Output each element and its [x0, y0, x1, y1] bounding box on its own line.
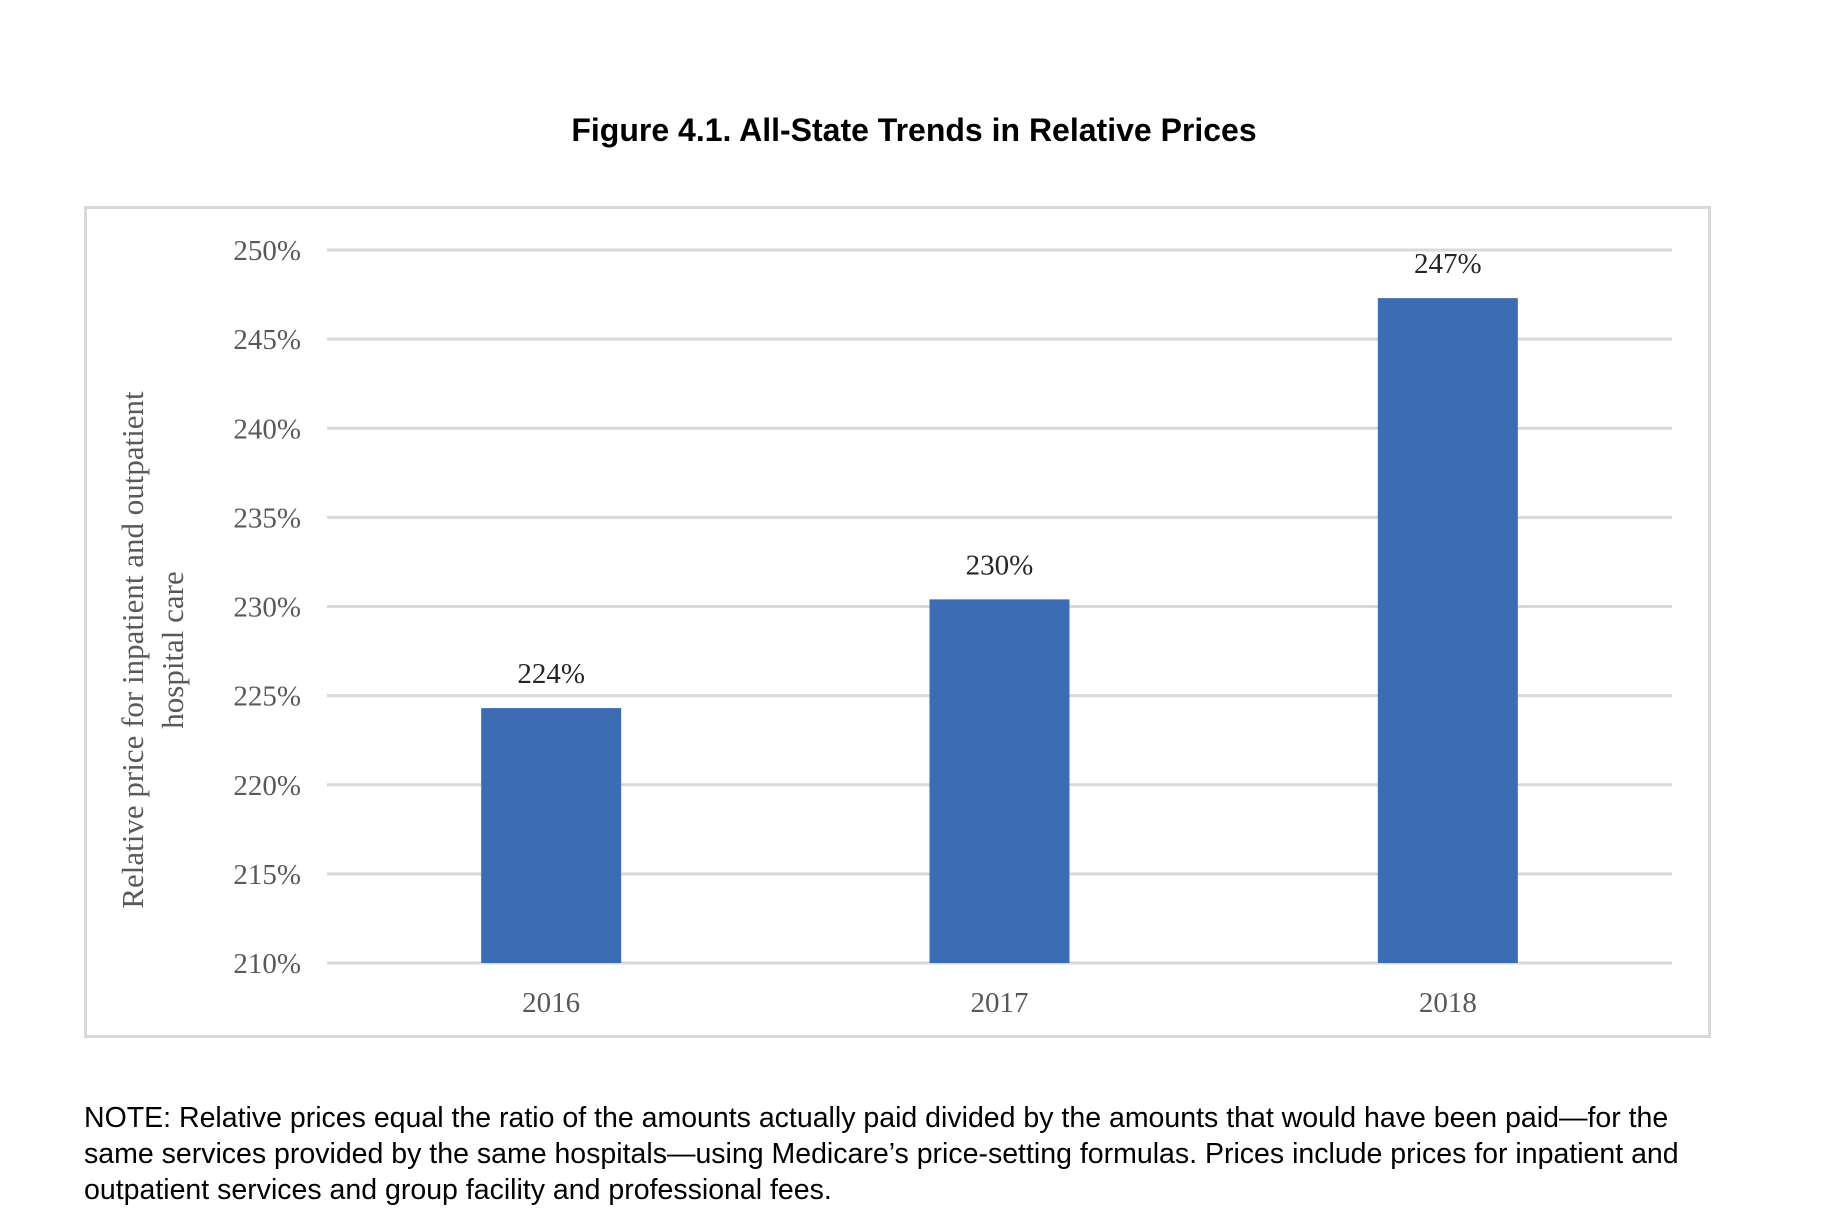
data-label: 224% [517, 658, 585, 690]
bar-2016 [481, 708, 622, 963]
y-tick-label: 225% [233, 681, 301, 713]
y-axis-title: Relative price for inpatient and outpati… [115, 391, 190, 909]
data-label: 247% [1414, 248, 1482, 280]
y-tick-label: 210% [233, 948, 301, 980]
y-tick-label: 245% [233, 324, 301, 356]
figure-note: NOTE: Relative prices equal the ratio of… [84, 1102, 1679, 1206]
y-axis-title-line: Relative price for inpatient and outpati… [115, 391, 150, 909]
y-tick-label: 230% [233, 592, 301, 624]
y-axis-title-line: hospital care [155, 571, 190, 729]
bar-2018 [1377, 298, 1518, 963]
x-tick-label: 2018 [1419, 987, 1477, 1019]
bar-2017 [929, 599, 1070, 963]
y-axis-title-group: Relative price for inpatient and outpati… [115, 391, 190, 909]
y-tick-label: 240% [233, 413, 301, 445]
x-tick-label: 2017 [971, 987, 1029, 1019]
data-label: 230% [966, 549, 1034, 581]
y-tick-label: 250% [233, 235, 301, 267]
x-tick-labels: 2016 2017 2018 [522, 987, 1477, 1019]
bars [481, 298, 1518, 963]
x-tick-label: 2016 [522, 987, 580, 1019]
y-tick-label: 235% [233, 502, 301, 534]
y-tick-label: 220% [233, 770, 301, 802]
y-tick-labels: 210% 215% 220% 225% 230% 235% 240% 245% 250% [233, 235, 301, 980]
y-tick-label: 215% [233, 859, 301, 891]
data-labels: 224% 230% 247% [517, 248, 1481, 690]
figure-title: Figure 4.1. All-State Trends in Relative… [571, 112, 1257, 148]
